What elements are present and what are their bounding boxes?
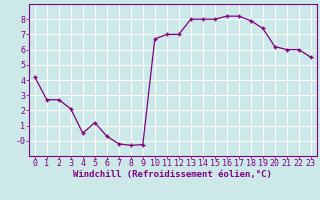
X-axis label: Windchill (Refroidissement éolien,°C): Windchill (Refroidissement éolien,°C) xyxy=(73,170,272,179)
